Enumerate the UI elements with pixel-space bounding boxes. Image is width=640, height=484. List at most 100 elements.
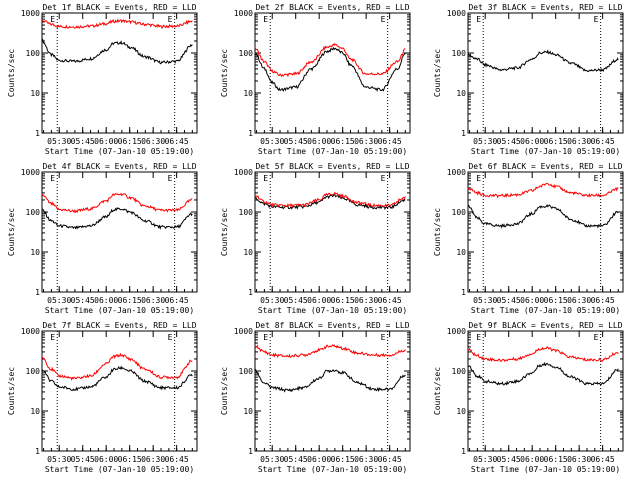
x-tick-label: 06:45 <box>165 137 189 146</box>
events-series-line <box>467 361 619 386</box>
x-tick-label: 06:30 <box>141 455 165 464</box>
lld-series-line <box>467 182 619 199</box>
events-series-line <box>467 203 619 229</box>
lld-series-line <box>254 344 406 358</box>
event-marker-flag: E <box>50 174 55 183</box>
y-axis-label: Counts/sec <box>220 208 229 256</box>
x-tick-label: 06:15 <box>118 455 142 464</box>
x-tick-label: 05:45 <box>497 296 521 305</box>
event-marker-flag: E <box>381 174 386 183</box>
event-marker-flag: E <box>476 333 481 342</box>
x-axis-label: Start Time (07-Jan-10 05:19:00) <box>258 306 407 315</box>
x-axis-label: Start Time (07-Jan-10 05:19:00) <box>258 147 407 156</box>
panel-9: Det 9f BLACK = Events, RED = LLD 1 10 100 10… <box>433 321 624 474</box>
x-tick-label: 05:30 <box>473 296 497 305</box>
y-tick-label: 1000 <box>234 9 253 18</box>
panel-title: Det 3f BLACK = Events, RED = LLD <box>468 3 622 12</box>
y-tick-label: 1 <box>35 129 40 138</box>
x-tick-label: 05:45 <box>497 137 521 146</box>
x-axis-label: Start Time (07-Jan-10 05:19:00) <box>471 147 620 156</box>
y-tick-label: 1000 <box>21 327 40 336</box>
y-tick-label: 1 <box>461 447 466 456</box>
y-tick-label: 10 <box>456 89 466 98</box>
y-tick-label: 1000 <box>21 168 40 177</box>
y-tick-label: 100 <box>452 49 467 58</box>
y-tick-label: 10 <box>456 248 466 257</box>
plot-frame <box>41 171 198 293</box>
x-tick-label: 06:15 <box>331 455 355 464</box>
x-tick-label: 05:45 <box>71 296 95 305</box>
y-axis-label: Counts/sec <box>7 49 16 97</box>
event-marker-flag: E <box>381 15 386 24</box>
event-marker-flag: E <box>594 333 599 342</box>
panel-title: Det 2f BLACK = Events, RED = LLD <box>255 3 409 12</box>
event-marker-flag: E <box>594 174 599 183</box>
lld-series-line <box>254 43 406 78</box>
events-series-line <box>254 368 406 393</box>
y-tick-label: 100 <box>239 208 254 217</box>
event-marker-flag: E <box>263 15 268 24</box>
x-tick-label: 06:00 <box>307 455 331 464</box>
event-marker-flag: E <box>381 333 386 342</box>
lld-series-line <box>41 352 193 381</box>
x-tick-label: 06:30 <box>567 296 591 305</box>
y-axis-label: Counts/sec <box>433 208 442 256</box>
y-tick-label: 10 <box>243 407 253 416</box>
x-tick-label: 05:30 <box>473 137 497 146</box>
x-tick-label: 06:45 <box>165 455 189 464</box>
x-tick-label: 06:45 <box>378 455 402 464</box>
panel-4: Det 4f BLACK = Events, RED = LLD 1 10 100 10… <box>7 162 198 315</box>
events-series-line <box>41 207 193 231</box>
x-tick-label: 05:30 <box>260 137 284 146</box>
y-tick-label: 1 <box>35 447 40 456</box>
y-tick-label: 10 <box>30 407 40 416</box>
x-tick-label: 05:45 <box>71 455 95 464</box>
events-series-line <box>254 46 406 93</box>
plot-frame <box>254 12 411 134</box>
plot-frame <box>467 12 624 134</box>
y-tick-label: 100 <box>452 208 467 217</box>
y-axis-label: Counts/sec <box>220 367 229 415</box>
y-tick-label: 1000 <box>447 168 466 177</box>
lld-series-line <box>41 18 193 29</box>
events-series-line <box>467 49 619 73</box>
x-tick-label: 06:30 <box>354 455 378 464</box>
x-tick-label: 05:30 <box>260 455 284 464</box>
y-tick-label: 10 <box>243 248 253 257</box>
x-tick-label: 06:30 <box>141 296 165 305</box>
x-tick-label: 06:00 <box>94 296 118 305</box>
x-tick-label: 06:00 <box>520 455 544 464</box>
x-tick-label: 06:45 <box>591 455 615 464</box>
panel-5: Det 5f BLACK = Events, RED = LLD 1 10 100 10… <box>220 162 411 315</box>
y-tick-label: 10 <box>30 89 40 98</box>
x-tick-label: 06:30 <box>567 137 591 146</box>
panel-6: Det 6f BLACK = Events, RED = LLD 1 10 100 10… <box>433 162 624 315</box>
x-axis-label: Start Time (07-Jan-10 05:19:00) <box>471 465 620 474</box>
events-series-line <box>41 365 193 392</box>
y-tick-label: 100 <box>452 367 467 376</box>
x-axis-label: Start Time (07-Jan-10 05:19:00) <box>45 147 194 156</box>
y-axis-label: Counts/sec <box>220 49 229 97</box>
plot-frame <box>467 171 624 293</box>
y-tick-label: 1 <box>248 129 253 138</box>
x-tick-label: 06:00 <box>520 296 544 305</box>
x-tick-label: 06:00 <box>307 296 331 305</box>
x-axis-label: Start Time (07-Jan-10 05:19:00) <box>45 465 194 474</box>
x-axis-label: Start Time (07-Jan-10 05:19:00) <box>45 306 194 315</box>
x-tick-label: 05:30 <box>260 296 284 305</box>
x-tick-label: 06:15 <box>544 137 568 146</box>
y-tick-label: 1 <box>461 288 466 297</box>
plot-frame <box>41 12 198 134</box>
panel-8: Det 8f BLACK = Events, RED = LLD 1 10 100 10… <box>220 321 411 474</box>
events-series-line <box>254 193 406 210</box>
x-tick-label: 06:30 <box>354 137 378 146</box>
x-tick-label: 06:15 <box>118 137 142 146</box>
y-axis-label: Counts/sec <box>433 367 442 415</box>
panel-title: Det 4f BLACK = Events, RED = LLD <box>42 162 196 171</box>
x-tick-label: 06:45 <box>591 137 615 146</box>
x-tick-label: 06:45 <box>378 296 402 305</box>
lld-series-line <box>254 191 406 208</box>
panel-title: Det 8f BLACK = Events, RED = LLD <box>255 321 409 330</box>
lld-series-line <box>41 192 193 214</box>
